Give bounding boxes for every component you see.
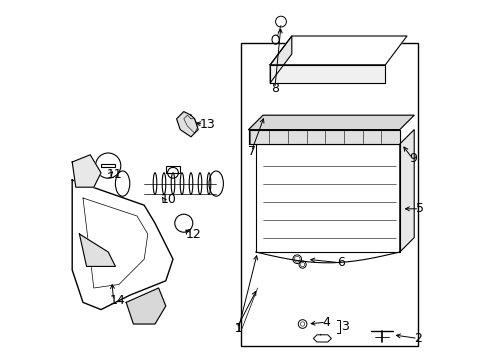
Text: 13: 13 bbox=[200, 118, 216, 131]
Text: 10: 10 bbox=[160, 193, 176, 206]
Text: 1: 1 bbox=[234, 322, 242, 335]
Text: 6: 6 bbox=[337, 256, 344, 269]
Polygon shape bbox=[248, 115, 414, 130]
Polygon shape bbox=[126, 288, 166, 324]
Text: 12: 12 bbox=[186, 228, 201, 241]
Bar bbox=[166, 166, 180, 173]
Text: 11: 11 bbox=[106, 168, 122, 181]
Text: 14: 14 bbox=[110, 294, 126, 307]
Polygon shape bbox=[248, 130, 400, 144]
Text: 9: 9 bbox=[409, 152, 416, 165]
Text: 7: 7 bbox=[248, 145, 256, 158]
Polygon shape bbox=[270, 36, 292, 83]
Polygon shape bbox=[72, 155, 101, 187]
Text: 8: 8 bbox=[271, 82, 279, 95]
Polygon shape bbox=[400, 130, 414, 252]
Text: 3: 3 bbox=[342, 320, 349, 333]
Text: 4: 4 bbox=[322, 316, 330, 329]
Polygon shape bbox=[72, 180, 173, 310]
Polygon shape bbox=[270, 36, 407, 65]
Text: 5: 5 bbox=[416, 202, 424, 215]
Polygon shape bbox=[256, 144, 400, 252]
Polygon shape bbox=[79, 234, 116, 266]
Text: 2: 2 bbox=[414, 332, 422, 345]
Polygon shape bbox=[270, 65, 386, 83]
Bar bbox=[101, 164, 116, 167]
Polygon shape bbox=[176, 112, 198, 137]
Text: 1: 1 bbox=[234, 322, 242, 335]
